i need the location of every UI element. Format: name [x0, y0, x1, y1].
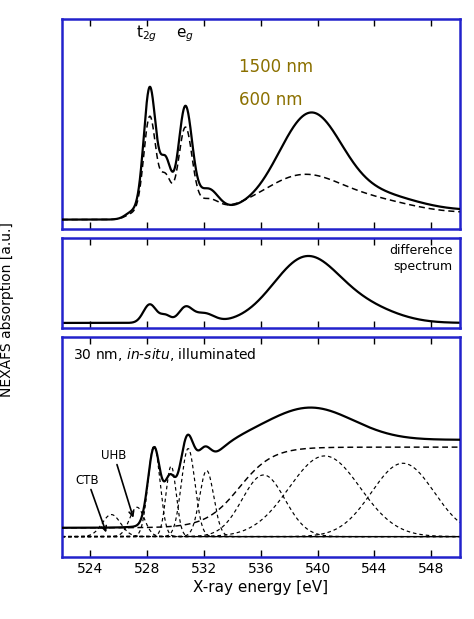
Text: UHB: UHB: [101, 449, 134, 516]
X-axis label: X-ray energy [eV]: X-ray energy [eV]: [193, 580, 328, 595]
Text: e$_g$: e$_g$: [176, 27, 194, 45]
Text: 30 nm, $\mathit{in}$-$\mathit{situ}$, illuminated: 30 nm, $\mathit{in}$-$\mathit{situ}$, il…: [73, 346, 256, 363]
Text: 600 nm: 600 nm: [239, 91, 303, 109]
Text: difference
spectrum: difference spectrum: [389, 244, 453, 273]
Text: 1500 nm: 1500 nm: [239, 58, 313, 76]
Text: t$_{2g}$: t$_{2g}$: [137, 24, 157, 45]
Text: CTB: CTB: [76, 474, 106, 530]
Text: NEXAFS absorption [a.u.]: NEXAFS absorption [a.u.]: [0, 222, 14, 397]
